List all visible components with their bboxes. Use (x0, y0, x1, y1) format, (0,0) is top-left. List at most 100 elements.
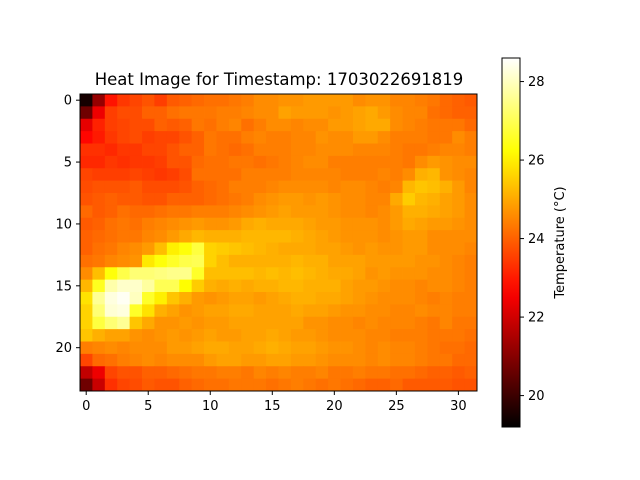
heat-cell (328, 193, 341, 206)
heat-cell (179, 180, 193, 194)
heat-cell (154, 366, 168, 380)
heat-cell (290, 279, 304, 293)
heat-cell (278, 193, 292, 206)
heat-cell (303, 378, 317, 392)
heat-cell (464, 242, 478, 256)
heat-cell (427, 131, 441, 144)
heat-cell (179, 341, 193, 355)
y-tick-label: 0 (64, 94, 72, 109)
heat-cell (303, 155, 317, 169)
heat-cell (402, 94, 416, 107)
heat-cell (204, 94, 217, 107)
heat-cell (365, 304, 379, 318)
heat-cell (377, 155, 391, 169)
heat-cell (104, 378, 118, 392)
heat-cell (80, 230, 93, 243)
heat-cell (204, 205, 217, 219)
heat-cell (303, 168, 317, 182)
heat-cell (216, 143, 230, 157)
heat-cell (340, 193, 354, 206)
heat-cell (278, 254, 292, 268)
heat-cell (117, 205, 131, 219)
heat-cell (92, 217, 106, 231)
heat-cell (427, 304, 441, 318)
heat-cell (464, 217, 478, 231)
heat-cell (365, 217, 379, 231)
heat-cell (464, 378, 478, 392)
heat-cell (204, 292, 217, 305)
heat-cell (216, 106, 230, 120)
heat-cell (402, 106, 416, 120)
heat-cell (117, 267, 131, 281)
chart-title: Heat Image for Timestamp: 1703022691819 (95, 70, 464, 89)
heat-cell (191, 193, 205, 206)
heat-cell (439, 131, 453, 144)
heat-cell (142, 316, 155, 330)
heat-cell (266, 143, 279, 157)
heat-cell (328, 106, 341, 120)
heat-cell (228, 217, 242, 231)
heat-cell (328, 267, 341, 281)
heat-cell (365, 292, 379, 305)
heat-cell (117, 94, 131, 107)
heat-cell (315, 94, 329, 107)
heat-cell (228, 155, 242, 169)
heat-cell (439, 193, 453, 206)
heat-cell (390, 230, 403, 243)
colorbar-tick-label: 20 (528, 389, 545, 404)
heat-cell (427, 230, 441, 243)
heat-cell (104, 292, 118, 305)
heat-cell (365, 205, 379, 219)
heat-cell (241, 366, 255, 380)
heat-cell (365, 267, 379, 281)
heat-cell (414, 366, 428, 380)
heat-cell (104, 254, 118, 268)
heat-cell (303, 316, 317, 330)
heat-cell (104, 329, 118, 342)
heat-cell (104, 118, 118, 132)
heat-cell (204, 267, 217, 281)
heat-cell (427, 180, 441, 194)
heat-cell (303, 217, 317, 231)
heat-cell (179, 279, 193, 293)
heat-cell (377, 217, 391, 231)
heat-cell (315, 118, 329, 132)
heat-cell (154, 378, 168, 392)
heat-cell (365, 254, 379, 268)
heat-cell (253, 353, 267, 367)
heat-cell (340, 205, 354, 219)
heat-cell (253, 118, 267, 132)
heat-cell (142, 217, 155, 231)
heat-cell (439, 316, 453, 330)
heat-cell (328, 304, 341, 318)
heat-cell (117, 193, 131, 206)
heat-cell (452, 378, 465, 392)
colorbar-tick-label: 28 (528, 75, 545, 90)
heat-cell (414, 94, 428, 107)
heat-cell (390, 118, 403, 132)
heat-cell (402, 230, 416, 243)
heat-cell (266, 168, 279, 182)
heat-cell (439, 254, 453, 268)
heat-cell (328, 366, 341, 380)
heat-cell (142, 106, 155, 120)
heat-cell (315, 341, 329, 355)
heat-cell (278, 205, 292, 219)
heat-cell (464, 304, 478, 318)
heat-cell (104, 353, 118, 367)
heat-cell (80, 180, 93, 194)
heat-cell (142, 254, 155, 268)
heat-cell (377, 94, 391, 107)
heat-cell (154, 316, 168, 330)
x-tick-label: 30 (450, 399, 467, 414)
y-tick-label: 5 (64, 156, 72, 171)
heat-cell (290, 94, 304, 107)
heat-cell (414, 180, 428, 194)
heat-cell (402, 378, 416, 392)
heat-cell (154, 279, 168, 293)
heat-cell (352, 292, 366, 305)
heat-cell (166, 279, 180, 293)
heat-cell (228, 168, 242, 182)
heat-cell (427, 267, 441, 281)
heat-cell (142, 242, 155, 256)
